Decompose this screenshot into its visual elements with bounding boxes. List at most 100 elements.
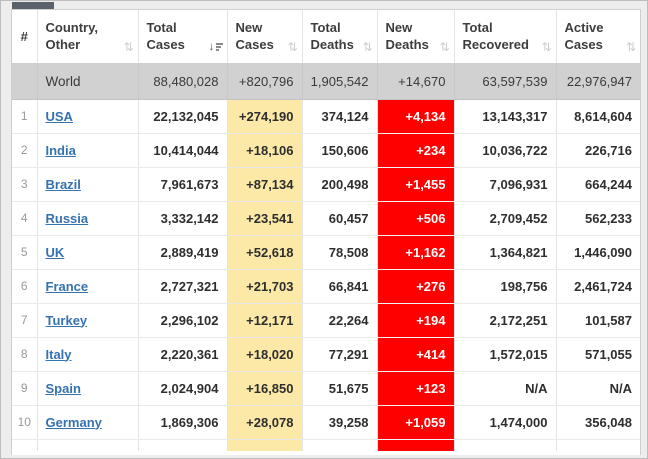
sort-toggle-icon: ⇅	[123, 39, 134, 54]
country-cell: Brazil	[36, 167, 138, 202]
new-deaths-cell: +14,670	[376, 63, 454, 100]
new-deaths-cell: +234	[376, 133, 454, 168]
country-cell: India	[36, 133, 138, 168]
country-link[interactable]: UK	[45, 244, 65, 260]
column-header-total-cases[interactable]: Total Cases ↓	[137, 10, 227, 64]
column-header-total-deaths[interactable]: Total Deaths ⇅	[301, 10, 377, 64]
country-row: 9 Spain 2,024,904 +16,850 51,675 +123 N/A N/A	[12, 371, 640, 406]
rank-cell: 2	[12, 133, 37, 168]
new-deaths-cell: +506	[376, 201, 454, 236]
new-cases-cell: +274,190	[226, 99, 302, 134]
country-cell: France	[36, 269, 138, 304]
column-header-country[interactable]: Country, Other ⇅	[36, 10, 138, 64]
covid-stats-table: # Country, Other ⇅ Total Cases ↓ New Cases ⇅ To…	[12, 10, 640, 451]
rank-cell: 9	[12, 371, 37, 406]
column-header-total-recovered[interactable]: Total Recovered ⇅	[453, 10, 556, 64]
column-header-label: Active Cases	[564, 20, 604, 53]
country-cell: Spain	[36, 371, 138, 406]
new-cases-cell: +16,850	[226, 371, 302, 406]
new-cases-cell: +18,106	[226, 133, 302, 168]
total-recovered-cell: 1,364,821	[453, 235, 556, 270]
column-header-new-cases[interactable]: New Cases ⇅	[226, 10, 302, 64]
rank-cell: 5	[12, 235, 37, 270]
country-link[interactable]: France	[45, 278, 89, 294]
total-deaths-cell: 374,124	[301, 99, 377, 134]
world-summary-row: World 88,480,028 +820,796 1,905,542 +14,670 6…	[12, 63, 640, 100]
total-recovered-cell: 2,709,452	[453, 201, 556, 236]
sort-toggle-icon: ⇅	[625, 39, 636, 54]
country-cell: World	[36, 63, 138, 100]
country-row: 4 Russia 3,332,142 +23,541 60,457 +506 2,709,4…	[12, 201, 640, 236]
rank-cell: 4	[12, 201, 37, 236]
table-container: # Country, Other ⇅ Total Cases ↓ New Cases ⇅ To…	[11, 9, 641, 455]
country-cell: Germany	[36, 405, 138, 440]
country-link[interactable]: Spain	[45, 380, 81, 396]
tab-stub	[12, 2, 54, 9]
column-header-rank: #	[12, 10, 37, 64]
new-cases-cell: +12,171	[226, 303, 302, 338]
rank-cell: 7	[12, 303, 37, 338]
total-recovered-cell: 10,036,722	[453, 133, 556, 168]
column-header-label: Total Recovered	[462, 20, 529, 53]
country-row: 10 Germany 1,869,306 +28,078 39,258 +1,059 1,4…	[12, 405, 640, 440]
new-cases-cell: +28,078	[226, 405, 302, 440]
country-link[interactable]: Turkey	[45, 312, 88, 328]
new-deaths-cell: +1,059	[376, 405, 454, 440]
total-deaths-cell: 66,841	[301, 269, 377, 304]
country-link[interactable]: Russia	[45, 210, 89, 226]
country-row: 1 USA 22,132,045 +274,190 374,124 +4,134 13,14…	[12, 99, 640, 134]
column-header-active-cases[interactable]: Active Cases ⇅	[555, 10, 640, 64]
active-cases-cell: 664,244	[555, 167, 640, 202]
rank-cell: 3	[12, 167, 37, 202]
rank-cell: 6	[12, 269, 37, 304]
rank-cell: 10	[12, 405, 37, 440]
total-recovered-cell: 13,143,317	[453, 99, 556, 134]
new-deaths-cell: +1,162	[376, 235, 454, 270]
new-cases-cell: +820,796	[226, 63, 302, 100]
clipped-cell	[12, 439, 37, 451]
total-cases-cell: 7,961,673	[137, 167, 227, 202]
rank-cell: 8	[12, 337, 37, 372]
sort-toggle-icon: ⇅	[362, 39, 373, 54]
new-cases-cell: +18,020	[226, 337, 302, 372]
active-cases-cell: 101,587	[555, 303, 640, 338]
sort-descending-active-icon: ↓	[209, 39, 223, 53]
total-deaths-cell: 39,258	[301, 405, 377, 440]
total-cases-cell: 22,132,045	[137, 99, 227, 134]
total-recovered-cell: 63,597,539	[453, 63, 556, 100]
country-row: 7 Turkey 2,296,102 +12,171 22,264 +194 2,172,2…	[12, 303, 640, 338]
country-cell: Russia	[36, 201, 138, 236]
country-link[interactable]: USA	[45, 108, 73, 124]
country-link[interactable]: Brazil	[45, 176, 81, 192]
active-cases-cell: 1,446,090	[555, 235, 640, 270]
new-deaths-cell: +414	[376, 337, 454, 372]
total-deaths-cell: 22,264	[301, 303, 377, 338]
total-recovered-cell: 2,172,251	[453, 303, 556, 338]
clipped-cell	[376, 439, 454, 451]
country-row: 3 Brazil 7,961,673 +87,134 200,498 +1,455 7,09…	[12, 167, 640, 202]
country-cell: Italy	[36, 337, 138, 372]
new-deaths-cell: +123	[376, 371, 454, 406]
rank-cell	[12, 63, 37, 100]
country-row: 5 UK 2,889,419 +52,618 78,508 +1,162 1,364,821…	[12, 235, 640, 270]
total-deaths-cell: 200,498	[301, 167, 377, 202]
new-cases-cell: +87,134	[226, 167, 302, 202]
column-header-new-deaths[interactable]: New Deaths ⇅	[376, 10, 454, 64]
country-link[interactable]: Italy	[45, 346, 72, 362]
total-recovered-cell: N/A	[453, 371, 556, 406]
country-cell: USA	[36, 99, 138, 134]
active-cases-cell: 2,461,724	[555, 269, 640, 304]
country-link[interactable]: India	[45, 142, 76, 158]
total-cases-cell: 88,480,028	[137, 63, 227, 100]
total-cases-cell: 2,024,904	[137, 371, 227, 406]
clipped-cell	[226, 439, 302, 451]
new-deaths-cell: +1,455	[376, 167, 454, 202]
sort-toggle-icon: ⇅	[439, 39, 450, 54]
clipped-cell	[555, 439, 640, 451]
total-deaths-cell: 150,606	[301, 133, 377, 168]
total-recovered-cell: 7,096,931	[453, 167, 556, 202]
country-link[interactable]: Germany	[45, 414, 102, 430]
country-row: 2 India 10,414,044 +18,106 150,606 +234 10,036…	[12, 133, 640, 168]
total-recovered-cell: 198,756	[453, 269, 556, 304]
